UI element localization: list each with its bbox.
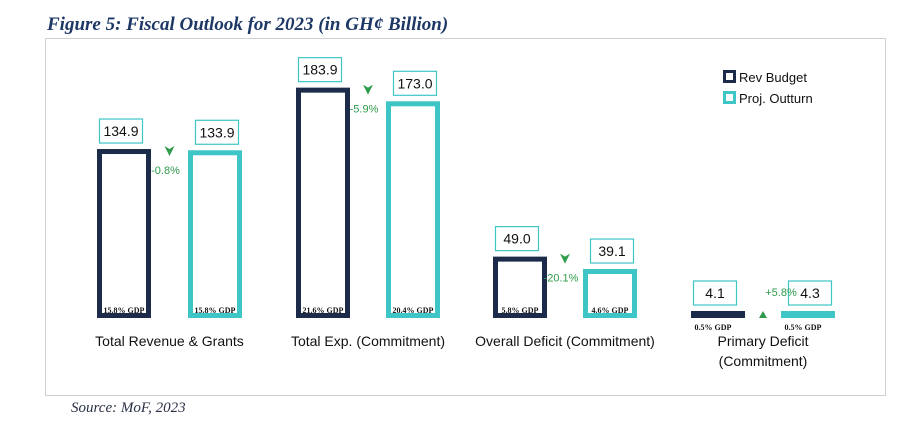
bar-rev-budget — [691, 311, 745, 318]
value-label: 134.9 — [103, 123, 138, 139]
category-label: Total Exp. (Commitment) — [291, 333, 445, 349]
change-arrow-down — [560, 253, 570, 264]
category-label: Total Revenue & Grants — [95, 333, 244, 349]
gdp-share-label: 5.8% GDP — [502, 306, 539, 315]
category-label: (Commitment) — [719, 353, 808, 369]
bar-proj-outturn — [386, 101, 440, 318]
gdp-share-label: 20.4% GDP — [393, 306, 434, 315]
value-box — [194, 119, 240, 145]
category-label: Overall Deficit (Commitment) — [475, 333, 655, 349]
change-percent-label: -5.9% — [350, 104, 379, 116]
change-arrow-down — [363, 84, 373, 95]
gdp-share-label: 0.5% GDP — [695, 323, 732, 332]
bar-rev-budget — [296, 87, 350, 318]
gdp-share-label: 4.6% GDP — [592, 306, 629, 315]
value-box — [98, 118, 144, 144]
change-percent-label: -0.8% — [151, 165, 180, 177]
value-box — [494, 226, 540, 252]
value-box — [589, 238, 635, 264]
value-label: 49.0 — [503, 231, 530, 247]
gdp-share-label: 15.8% GDP — [195, 306, 236, 315]
category-label: Primary Deficit — [717, 333, 808, 349]
value-label: 39.1 — [598, 243, 625, 259]
value-label: 4.1 — [705, 285, 725, 301]
gdp-share-label: 0.5% GDP — [785, 323, 822, 332]
figure-title: Figure 5: Fiscal Outlook for 2023 (in GH… — [47, 14, 449, 35]
change-percent-label: +5.8% — [765, 287, 797, 299]
legend-label: Proj. Outturn — [739, 91, 813, 106]
value-label: 183.9 — [302, 62, 337, 78]
bar-rev-budget — [493, 256, 547, 319]
bar-proj-outturn — [188, 150, 242, 318]
value-label: 133.9 — [199, 124, 234, 140]
value-box — [787, 280, 833, 306]
chart-frame — [45, 38, 886, 396]
bar-proj-outturn — [583, 269, 637, 318]
legend-swatch — [723, 91, 736, 104]
legend-label: Rev Budget — [739, 70, 807, 85]
figure-source: Source: MoF, 2023 — [71, 400, 186, 416]
bar-proj-outturn — [781, 311, 835, 318]
value-box — [297, 57, 343, 83]
change-percent-label: -20.1% — [544, 273, 579, 285]
change-arrow-up — [759, 311, 767, 318]
legend-swatch — [723, 70, 736, 83]
bar-rev-budget — [97, 149, 151, 318]
value-box — [692, 280, 738, 306]
gdp-share-label: 21.6% GDP — [303, 306, 344, 315]
change-arrow-down — [164, 146, 175, 157]
value-label: 4.3 — [800, 285, 820, 301]
value-label: 173.0 — [397, 75, 432, 91]
value-box — [392, 70, 438, 96]
gdp-share-label: 15.8% GDP — [104, 306, 145, 315]
